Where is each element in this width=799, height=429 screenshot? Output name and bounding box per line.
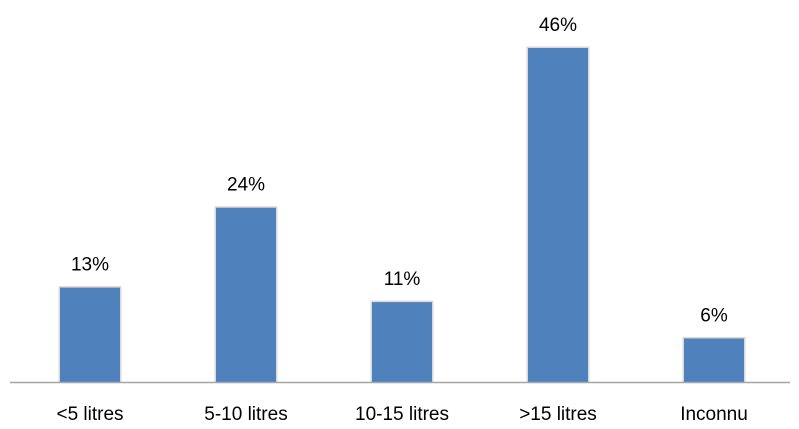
category-label: Inconnu [680,404,748,425]
category-label: 5-10 litres [204,404,287,425]
bar [684,338,744,382]
data-label: 46% [539,15,577,36]
category-label: <5 litres [56,404,123,425]
bar [528,48,588,382]
bar [216,207,276,382]
data-label: 6% [700,305,728,326]
data-label: 13% [71,255,109,276]
bar [372,302,432,382]
data-label: 24% [227,175,265,196]
category-label: 10-15 litres [355,404,449,425]
bar [60,287,120,382]
bars-group [58,46,746,382]
category-label: >15 litres [519,404,597,425]
data-label: 11% [384,269,421,290]
data-labels-group: 13% 24% 11% 46% 6% [71,15,728,326]
category-labels-group: <5 litres 5-10 litres 10-15 litres >15 litr… [56,404,747,425]
